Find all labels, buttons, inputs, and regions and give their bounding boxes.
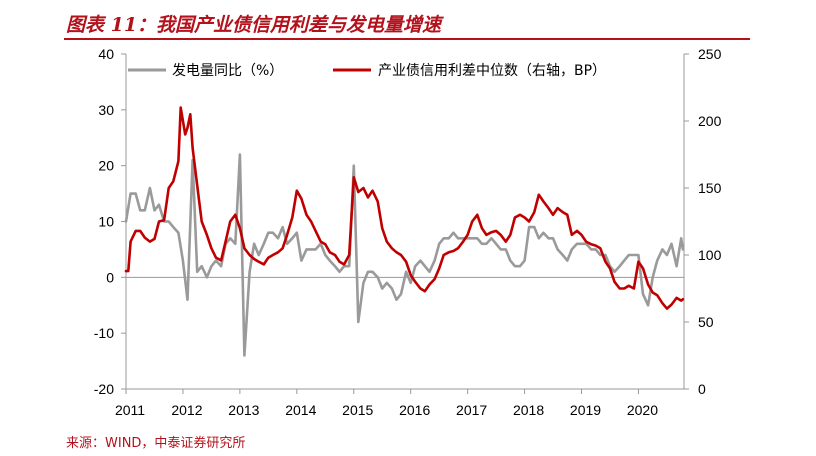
x-tick-label: 2013 xyxy=(228,402,259,418)
x-tick-label: 2011 xyxy=(115,402,145,418)
left-tick-label: 40 xyxy=(98,46,114,62)
x-tick-label: 2018 xyxy=(513,402,544,418)
x-tick-label: 2017 xyxy=(456,402,487,418)
x-tick-label: 2014 xyxy=(285,402,316,418)
figure-title: 图表 11：我国产业债信用利差与发电量增速 xyxy=(66,14,442,36)
x-tick-label: 2020 xyxy=(627,402,658,418)
left-tick-label: 10 xyxy=(98,214,114,230)
left-tick-label: -20 xyxy=(94,381,114,397)
x-tick-label: 2012 xyxy=(171,402,202,418)
right-tick-label: 50 xyxy=(698,314,714,330)
source-note: 来源：WIND，中泰证券研究所 xyxy=(66,436,246,451)
legend-label-1: 发电量同比（%） xyxy=(172,63,283,79)
right-tick-label: 150 xyxy=(698,180,722,196)
left-tick-label: 0 xyxy=(106,269,114,285)
x-tick-label: 2019 xyxy=(570,402,601,418)
figure-title-bar: 图表 11：我国产业债信用利差与发电量增速 xyxy=(64,6,750,40)
series-line-1 xyxy=(124,153,685,357)
title-underline xyxy=(64,38,750,40)
x-tick-label: 2015 xyxy=(342,402,373,418)
right-tick-label: 200 xyxy=(698,113,722,129)
right-tick-label: 100 xyxy=(698,247,722,263)
right-tick-label: 250 xyxy=(698,46,722,62)
right-tick-label: 0 xyxy=(698,381,706,397)
legend-label-2: 产业债信用利差中位数（右轴，BP） xyxy=(378,63,606,79)
left-tick-label: -10 xyxy=(94,325,114,341)
left-tick-label: 20 xyxy=(98,158,114,174)
left-tick-label: 30 xyxy=(98,102,114,118)
x-tick-label: 2016 xyxy=(399,402,430,418)
series-line-2 xyxy=(124,106,685,310)
